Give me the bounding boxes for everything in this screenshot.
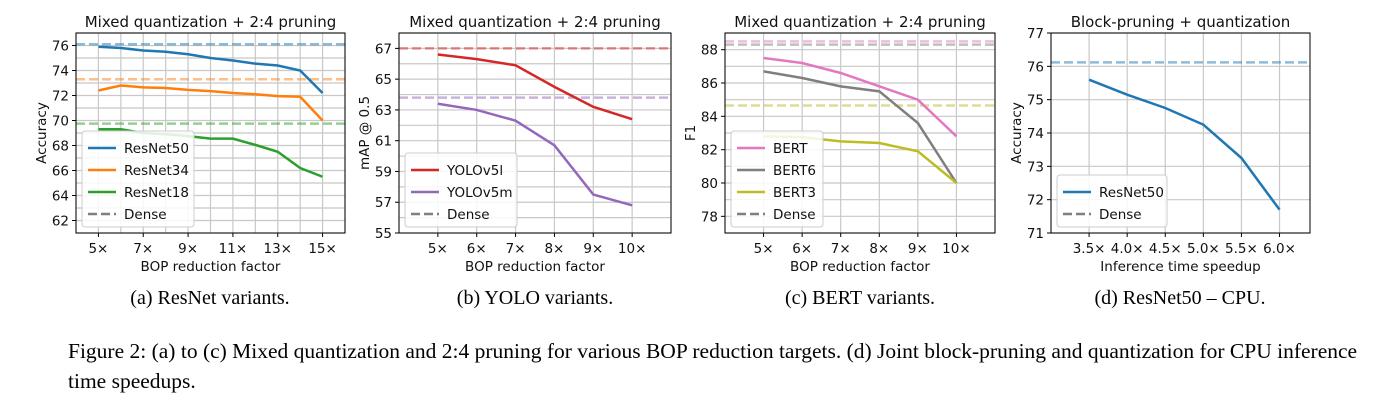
x-tick-label: 10× <box>618 241 647 257</box>
x-tick-label: 9× <box>908 241 928 257</box>
series-line <box>763 70 958 184</box>
x-tick-label: 15× <box>308 241 337 257</box>
chart-title: Mixed quantization + 2:4 pruning <box>409 13 661 31</box>
legend-label: ResNet50 <box>1099 185 1164 201</box>
y-tick-label: 78 <box>701 209 718 225</box>
x-tick-label: 10× <box>942 241 971 257</box>
legend-label: YOLOv5m <box>446 185 513 201</box>
x-axis-label: BOP reduction factor <box>141 259 281 275</box>
subcaption-a: (a) ResNet variants. <box>130 287 290 309</box>
legend-label: BERT <box>773 141 808 157</box>
chart-title: Mixed quantization + 2:4 pruning <box>85 13 337 31</box>
y-tick-label: 82 <box>701 143 718 159</box>
legend-label: ResNet34 <box>124 163 189 179</box>
legend-label: YOLOv5l <box>446 163 503 179</box>
y-tick-label: 75 <box>1027 93 1044 109</box>
legend-label: BERT3 <box>773 185 816 201</box>
chart-title: Mixed quantization + 2:4 pruning <box>734 13 986 31</box>
series-line <box>98 84 324 122</box>
y-axis-label: Accuracy <box>34 102 50 164</box>
legend-label: ResNet50 <box>124 141 189 157</box>
y-tick-label: 65 <box>375 72 392 88</box>
y-tick-label: 86 <box>701 76 718 92</box>
chart-resnet-variants: 5× 7× 9× 11× 13× 15× 62 64 66 68 70 72 74 76 Mixed qua… <box>34 13 346 275</box>
y-tick-label: 66 <box>52 164 69 180</box>
y-tick-label: 62 <box>52 214 69 230</box>
y-tick-label: 55 <box>375 226 392 242</box>
y-tick-label: 76 <box>52 39 69 55</box>
legend-label: BERT6 <box>773 163 816 179</box>
series-line <box>437 53 633 121</box>
x-tick-label: 8× <box>869 241 889 257</box>
y-tick-label: 70 <box>52 114 69 130</box>
x-tick-label: 9× <box>583 241 603 257</box>
chart-yolo-variants: 5× 6× 7× 8× 9× 10× 55 57 59 61 63 65 67 Mixed quantiz… <box>357 13 672 275</box>
y-tick-label: 68 <box>52 139 69 155</box>
series-line <box>98 45 324 94</box>
y-tick-label: 73 <box>1027 159 1044 175</box>
subcaption-c: (c) BERT variants. <box>784 287 936 309</box>
y-tick-label: 67 <box>375 41 392 57</box>
legend-box <box>404 152 518 228</box>
x-tick-label: 5× <box>754 241 774 257</box>
x-tick-label: 7× <box>506 241 526 257</box>
plot-frame <box>724 32 996 234</box>
legend-box <box>730 130 824 228</box>
y-tick-label: 63 <box>375 103 392 119</box>
subcaption-b: (b) YOLO variants. <box>456 287 614 309</box>
y-tick-label: 88 <box>701 43 718 59</box>
legend-label: Dense <box>773 207 816 223</box>
y-tick-label: 84 <box>701 109 718 125</box>
x-tick-label: 7× <box>831 241 851 257</box>
x-tick-label: 8× <box>544 241 564 257</box>
x-axis-label: BOP reduction factor <box>465 259 605 275</box>
plot-frame <box>398 32 672 234</box>
x-tick-label: 6× <box>467 241 487 257</box>
y-axis-label: mAP @ 0.5 <box>357 96 373 170</box>
legend-label: Dense <box>447 207 490 223</box>
series-line <box>763 56 958 138</box>
x-axis-label: BOP reduction factor <box>790 259 930 275</box>
y-tick-label: 74 <box>52 64 69 80</box>
x-tick-label: 5× <box>428 241 448 257</box>
y-tick-label: 59 <box>375 164 392 180</box>
x-tick-label: 5.5× <box>1225 241 1258 257</box>
y-tick-label: 61 <box>375 134 392 150</box>
y-tick-label: 57 <box>375 195 392 211</box>
chart-resnet50-cpu: 3.5× 4.0× 4.5× 5.0× 5.5× 6.0× 71 72 73 74 75 76 77 Bl… <box>1009 13 1311 275</box>
x-axis-label: Inference time speedup <box>1100 259 1260 275</box>
y-tick-label: 77 <box>1027 26 1044 42</box>
legend-label: Dense <box>1099 207 1142 223</box>
legend-box <box>81 130 195 228</box>
y-tick-label: 72 <box>52 89 69 105</box>
x-tick-label: 4.0× <box>1111 241 1144 257</box>
x-tick-label: 5× <box>88 241 108 257</box>
x-tick-label: 11× <box>219 241 248 257</box>
x-tick-label: 6× <box>792 241 812 257</box>
y-axis-label: F1 <box>683 125 699 141</box>
series-line <box>1088 78 1281 211</box>
y-tick-label: 76 <box>1027 59 1044 75</box>
plot-frame <box>75 32 346 234</box>
x-tick-label: 13× <box>264 241 293 257</box>
legend-label: ResNet18 <box>124 185 189 201</box>
chart-bert-variants: 5× 6× 7× 8× 9× 10× 78 80 82 84 86 88 Mixed quantizat… <box>683 13 996 275</box>
y-tick-label: 72 <box>1027 193 1044 209</box>
x-tick-label: 9× <box>178 241 198 257</box>
y-tick-label: 80 <box>701 176 718 192</box>
series-line <box>437 102 633 207</box>
y-axis-label: Accuracy <box>1009 102 1025 164</box>
figure-caption: Figure 2: (a) to (c) Mixed quantization … <box>68 339 1358 393</box>
x-tick-label: 4.5× <box>1149 241 1182 257</box>
x-tick-label: 5.0× <box>1187 241 1220 257</box>
x-tick-label: 6.0× <box>1263 241 1296 257</box>
y-tick-label: 71 <box>1027 226 1044 242</box>
y-tick-label: 64 <box>52 189 69 205</box>
x-tick-label: 3.5× <box>1073 241 1106 257</box>
subcaption-d: (d) ResNet50 – CPU. <box>1094 287 1266 309</box>
y-tick-label: 74 <box>1027 126 1044 142</box>
x-tick-label: 7× <box>133 241 153 257</box>
chart-title: Block-pruning + quantization <box>1071 13 1291 31</box>
legend-label: Dense <box>124 207 167 223</box>
